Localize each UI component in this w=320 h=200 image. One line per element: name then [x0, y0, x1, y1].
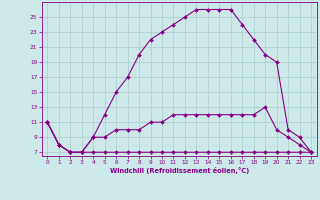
X-axis label: Windchill (Refroidissement éolien,°C): Windchill (Refroidissement éolien,°C): [109, 167, 249, 174]
